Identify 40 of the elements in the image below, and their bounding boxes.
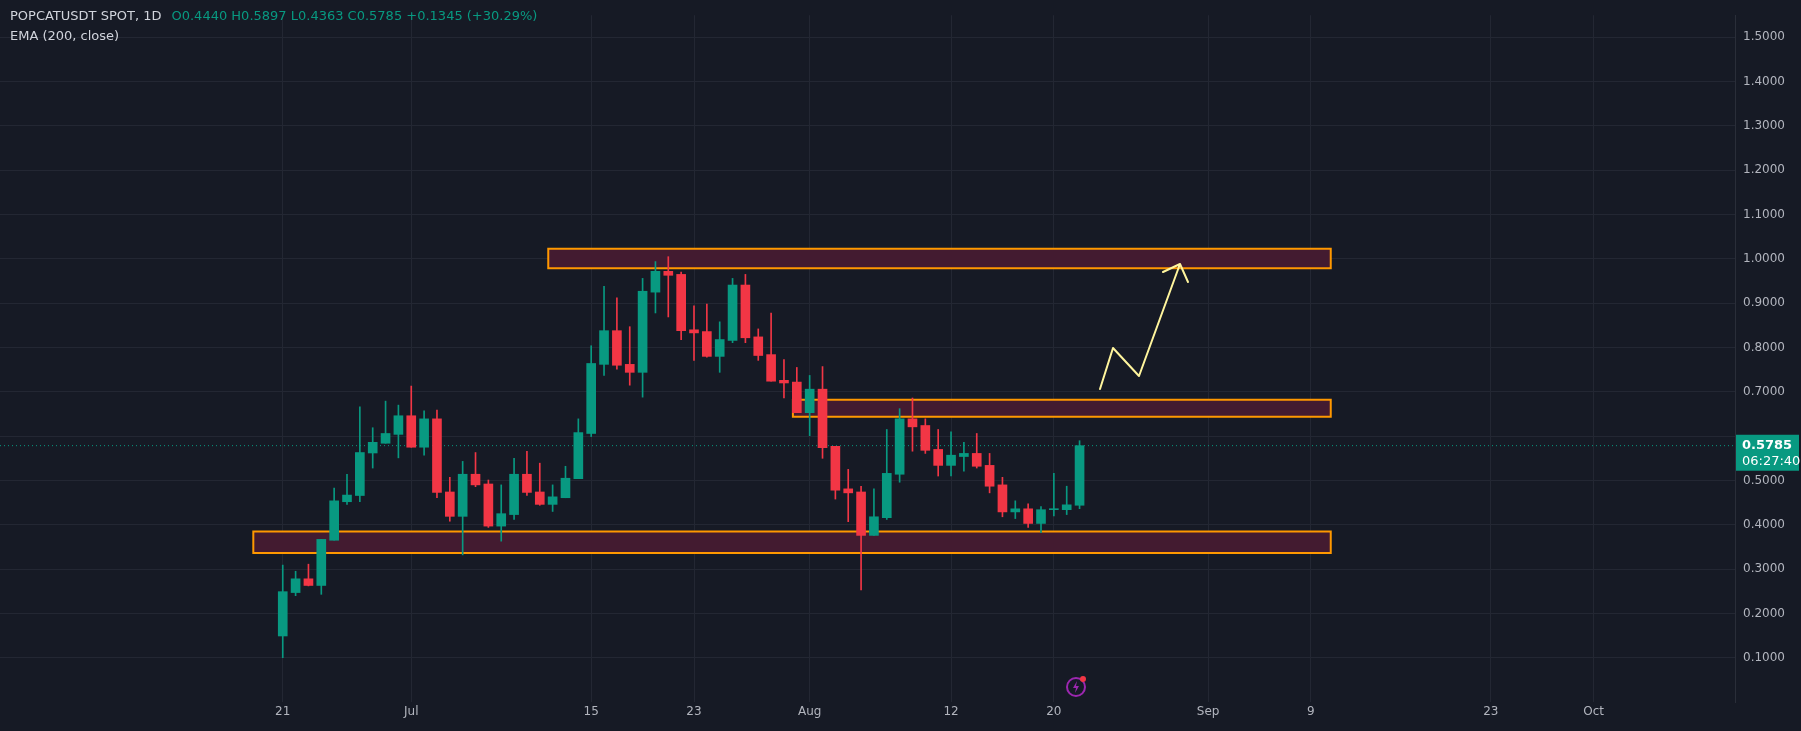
- candlestick: [496, 484, 507, 542]
- y-tick-label: 0.1000: [1743, 649, 1785, 664]
- y-tick-label: 1.4000: [1743, 73, 1785, 88]
- candlestick: [1049, 473, 1059, 517]
- annotation: EMA (200, close): [10, 27, 121, 45]
- candlestick: [959, 442, 969, 472]
- x-tick-label: 20: [1046, 704, 1062, 719]
- ref-line-label: 0.5785: [1742, 437, 1793, 453]
- x-tick-label: Aug: [797, 704, 822, 719]
- candlestick: [1061, 485, 1072, 515]
- candlestick: [342, 473, 352, 505]
- y-tick-label: 0.7000: [1743, 383, 1785, 398]
- x-tick-label: 9: [1307, 704, 1315, 719]
- y-tick-label: 0.5000: [1743, 472, 1785, 487]
- candlestick: [624, 326, 635, 386]
- y-tick-label: 0.9000: [1743, 295, 1785, 310]
- candlestick: [689, 305, 699, 361]
- x-tick-label: 15: [583, 704, 599, 719]
- y-tick-label: 1.2000: [1743, 162, 1785, 177]
- candlestick: [779, 359, 789, 399]
- y-tick-label: 1.5000: [1743, 29, 1785, 44]
- x-tick-label: Jul: [403, 704, 419, 719]
- y-tick-label: 0.2000: [1743, 605, 1785, 620]
- annotation: O0.4440 H0.5897 L0.4363 C0.5785 +0.1345 (+30.29%): [171, 8, 538, 23]
- x-tick-label: 23: [686, 704, 702, 719]
- y-tick-label: 0.8000: [1743, 339, 1785, 354]
- x-tick-label: 21: [275, 704, 291, 719]
- y-tick-label: 1.3000: [1743, 118, 1785, 133]
- candlestick: [1010, 500, 1021, 519]
- y-tick-label: 1.1000: [1743, 206, 1785, 221]
- x-tick-label: Sep: [1196, 704, 1220, 719]
- y-tick-label: 0.4000: [1743, 516, 1785, 531]
- text: 06:27:40: [1742, 453, 1801, 469]
- x-tick-label: Oct: [1583, 704, 1605, 719]
- x-tick-label: 12: [943, 704, 959, 719]
- y-tick-label: 1.0000: [1743, 251, 1785, 266]
- candlestick: [663, 256, 674, 318]
- y-tick-label: 0.3000: [1743, 561, 1785, 576]
- x-tick-label: 23: [1483, 704, 1499, 719]
- chart-title: POPCATUSDT SPOT, 1D: [10, 8, 162, 23]
